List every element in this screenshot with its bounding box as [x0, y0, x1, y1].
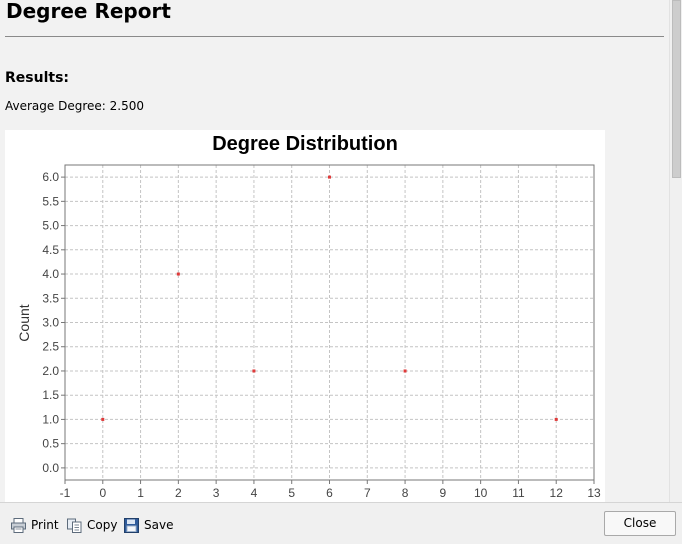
floppy-disk-icon — [123, 517, 140, 534]
data-point — [554, 417, 558, 421]
print-button[interactable]: Print — [10, 515, 59, 535]
x-tick-label: 10 — [474, 486, 488, 500]
y-tick-label: 1.5 — [42, 388, 59, 402]
copy-button[interactable]: Copy — [66, 515, 117, 535]
dialog-button-bar: Print Copy Save Close — [0, 502, 682, 544]
data-point — [252, 369, 256, 373]
printer-icon — [10, 517, 27, 534]
title-divider — [5, 36, 664, 37]
y-tick-label: 4.5 — [42, 243, 59, 257]
x-tick-label: -1 — [60, 486, 71, 500]
y-tick-label: 0.5 — [42, 437, 59, 451]
save-label: Save — [144, 518, 174, 532]
y-tick-label: 0.0 — [42, 461, 59, 475]
x-tick-label: 7 — [364, 486, 371, 500]
y-axis-label: Count — [16, 304, 32, 341]
data-point — [403, 369, 407, 373]
save-button[interactable]: Save — [123, 515, 173, 535]
copy-icon — [66, 517, 83, 534]
y-tick-label: 4.0 — [42, 267, 59, 281]
y-tick-label: 5.5 — [42, 194, 59, 208]
x-tick-label: 5 — [288, 486, 295, 500]
report-content: Degree Report Results: Average Degree: 2… — [5, 0, 664, 502]
y-tick-label: 3.0 — [42, 316, 59, 330]
x-tick-label: 9 — [440, 486, 447, 500]
y-tick-label: 6.0 — [42, 170, 59, 184]
print-label: Print — [31, 518, 59, 532]
x-tick-label: 13 — [587, 486, 601, 500]
x-tick-label: 6 — [326, 486, 333, 500]
data-point — [176, 272, 180, 276]
scrollbar-thumb[interactable] — [672, 0, 681, 178]
y-tick-label: 5.0 — [42, 219, 59, 233]
copy-label: Copy — [87, 518, 118, 532]
chart-grid — [64, 165, 595, 480]
y-tick-label: 2.5 — [42, 340, 59, 354]
average-degree-text: Average Degree: 2.500 — [5, 99, 144, 113]
y-tick-label: 1.0 — [42, 412, 59, 426]
x-tick-label: 1 — [137, 486, 144, 500]
x-tick-label: 3 — [213, 486, 220, 500]
data-points — [101, 175, 558, 421]
close-button[interactable]: Close — [604, 511, 676, 536]
x-tick-label: 11 — [512, 486, 525, 500]
chart-title: Degree Distribution — [212, 133, 398, 155]
x-axis-ticks: -1 0 1 2 3 4 5 6 7 8 9 10 11 12 13 — [60, 480, 601, 500]
y-tick-label: 3.5 — [42, 291, 59, 305]
x-tick-label: 2 — [175, 486, 182, 500]
vertical-scrollbar[interactable] — [669, 0, 682, 502]
degree-distribution-chart: Degree Distribution 0.0 0.5 1.0 1.5 2.0 2.5 3.… — [5, 130, 605, 502]
y-tick-label: 2.0 — [42, 364, 59, 378]
data-point — [328, 175, 331, 179]
x-tick-label: 8 — [402, 486, 409, 500]
report-title: Degree Report — [6, 0, 171, 23]
x-tick-label: 0 — [99, 486, 106, 500]
results-heading: Results: — [5, 70, 69, 86]
x-tick-label: 4 — [251, 486, 258, 500]
x-tick-label: 12 — [550, 486, 564, 500]
chart-canvas: Degree Distribution 0.0 0.5 1.0 1.5 2.0 2.5 3.… — [16, 133, 601, 500]
data-point — [101, 417, 105, 421]
y-axis-ticks: 0.0 0.5 1.0 1.5 2.0 2.5 3.0 3.5 4.0 4.5 5.0 5.5 6.0 — [42, 170, 65, 475]
